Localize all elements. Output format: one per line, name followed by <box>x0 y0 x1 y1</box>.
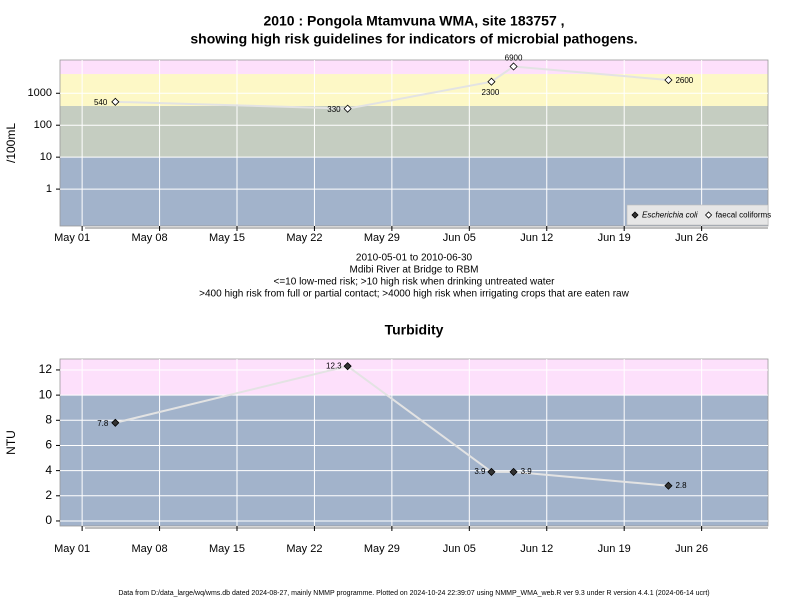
legend-label: Escherichia coli <box>642 211 698 220</box>
risk-band <box>60 105 768 158</box>
data-label: 540 <box>94 98 108 107</box>
x-tick-label: May 22 <box>286 232 322 244</box>
data-point <box>111 97 120 106</box>
x-tick-label: Jun 19 <box>598 543 631 555</box>
x-tick-label: May 15 <box>209 232 245 244</box>
data-point <box>509 62 518 71</box>
data-point <box>509 467 518 476</box>
data-label: 2600 <box>675 76 693 85</box>
y-tick-label: 1 <box>46 183 52 195</box>
caption: >400 high risk from full or partial cont… <box>199 289 629 300</box>
x-tick-label: May 01 <box>54 232 90 244</box>
legend-box <box>626 204 769 226</box>
data-label: 2.8 <box>675 481 687 490</box>
plot-frame <box>59 59 769 227</box>
legend-label: faecal coliforms <box>716 211 772 220</box>
y-tick-label: 0 <box>45 513 52 527</box>
data-label: 2300 <box>482 88 500 97</box>
caption: Mdibi River at Bridge to RBM <box>350 265 479 276</box>
y-tick-label: 4 <box>45 463 52 477</box>
data-label: 6900 <box>505 54 523 63</box>
plot-frame <box>59 358 769 527</box>
x-tick-label: Jun 12 <box>520 543 553 555</box>
data-label: 12.3 <box>326 361 342 370</box>
chart-title: 2010 : Pongola Mtamvuna WMA, site 183757… <box>263 13 564 29</box>
data-point <box>664 481 673 490</box>
x-tick-label: May 08 <box>132 232 168 244</box>
chart-title: showing high risk guidelines for indicat… <box>190 31 637 47</box>
y-tick-label: 100 <box>34 119 52 131</box>
data-label: 3.9 <box>474 467 486 476</box>
data-point <box>487 77 496 86</box>
data-point <box>487 467 496 476</box>
y-tick-label: 10 <box>40 151 52 163</box>
caption: <=10 low-med risk; >10 high risk when dr… <box>274 277 556 288</box>
x-tick-label: Jun 12 <box>520 232 553 244</box>
data-point <box>664 75 673 85</box>
x-tick-label: Jun 05 <box>443 543 476 555</box>
data-point <box>111 418 120 427</box>
data-label: 7.8 <box>97 419 109 428</box>
y-axis-label: /100mL <box>4 123 18 163</box>
legend-marker <box>631 211 639 219</box>
y-tick-label: 12 <box>39 362 53 376</box>
x-tick-label: Jun 19 <box>598 232 631 244</box>
data-point <box>343 104 352 113</box>
legend-marker <box>705 211 713 219</box>
y-tick-label: 6 <box>45 438 52 452</box>
y-tick-label: 10 <box>39 387 53 401</box>
risk-band <box>60 395 768 526</box>
x-tick-label: May 08 <box>132 543 168 555</box>
x-tick-label: May 29 <box>364 232 400 244</box>
caption: 2010-05-01 to 2010-06-30 <box>356 253 473 264</box>
x-tick-label: May 15 <box>209 543 245 555</box>
x-tick-label: May 01 <box>54 543 90 555</box>
risk-band <box>60 359 768 396</box>
y-tick-label: 8 <box>45 412 52 426</box>
x-tick-label: Jun 26 <box>675 543 708 555</box>
footer: Data from D:/data_large/wq/wms.db dated … <box>118 590 709 597</box>
y-tick-label: 2 <box>45 488 52 502</box>
y-axis-label: NTU <box>4 430 18 455</box>
chart-title: Turbidity <box>385 322 444 338</box>
risk-band <box>60 60 768 75</box>
x-tick-label: May 22 <box>286 543 322 555</box>
y-tick-label: 1000 <box>28 87 52 99</box>
data-label: 330 <box>327 105 341 114</box>
x-tick-label: Jun 26 <box>675 232 708 244</box>
x-tick-label: May 29 <box>364 543 400 555</box>
x-tick-label: Jun 05 <box>443 232 476 244</box>
data-point <box>343 362 352 371</box>
data-label: 3.9 <box>521 467 533 476</box>
